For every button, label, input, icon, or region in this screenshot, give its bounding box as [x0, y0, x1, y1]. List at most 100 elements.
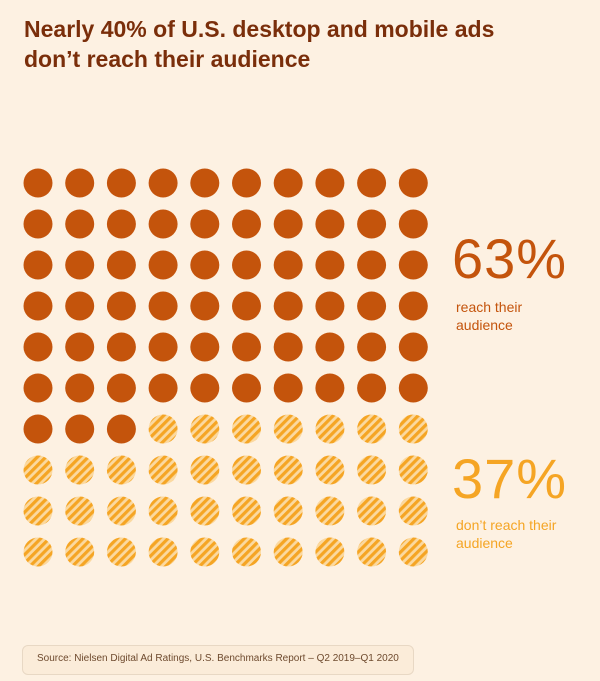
waffle-dot [23, 496, 53, 526]
waffle-dot [315, 332, 345, 362]
waffle-dot [398, 250, 428, 280]
waffle-dot [398, 373, 428, 403]
waffle-dot [23, 291, 53, 321]
category-label: reach their audience [456, 299, 523, 333]
waffle-dot [65, 209, 95, 239]
waffle-dot [232, 455, 261, 485]
waffle-dot [232, 414, 261, 444]
waffle-dot [398, 414, 428, 444]
category-label: don’t reach their audience [456, 517, 557, 551]
waffle-dot [273, 168, 303, 198]
waffle-dot [190, 455, 220, 485]
waffle-dot [65, 168, 95, 198]
waffle-dot [398, 291, 428, 321]
waffle-dot [232, 250, 261, 280]
waffle-dot [232, 537, 261, 567]
waffle-dot [232, 291, 261, 321]
waffle-dot [273, 496, 303, 526]
waffle-dot [315, 373, 345, 403]
waffle-dot [232, 209, 261, 239]
waffle-dot [315, 250, 345, 280]
chart-title: Nearly 40% of U.S. desktop and mobile ad… [24, 16, 495, 72]
waffle-dot [190, 250, 220, 280]
waffle-dot [106, 291, 136, 321]
waffle-dot [106, 496, 136, 526]
waffle-dot [23, 332, 53, 362]
waffle-dot [190, 496, 220, 526]
waffle-dot [190, 291, 220, 321]
waffle-dot [357, 537, 387, 567]
waffle-dot [398, 332, 428, 362]
source: Source: Nielsen Digital Ad Ratings, U.S.… [37, 653, 399, 664]
waffle-dot [148, 250, 178, 280]
waffle-dot [148, 455, 178, 485]
waffle-dot [106, 537, 136, 567]
waffle-dot [148, 291, 178, 321]
waffle-dot [23, 168, 53, 198]
waffle-dot [190, 209, 220, 239]
waffle-dot [65, 250, 95, 280]
waffle-dot [65, 373, 95, 403]
waffle-dot [65, 291, 95, 321]
waffle-dot [106, 332, 136, 362]
waffle-dot [315, 496, 345, 526]
waffle-dot [273, 332, 303, 362]
waffle-dot [357, 455, 387, 485]
waffle-dot [190, 537, 220, 567]
waffle-dot [232, 332, 261, 362]
waffle-dot [273, 455, 303, 485]
waffle-dot [148, 209, 178, 239]
waffle-dot [398, 455, 428, 485]
waffle-dot [106, 250, 136, 280]
waffle-grid [23, 168, 428, 567]
waffle-dot [65, 455, 95, 485]
waffle-dot [315, 291, 345, 321]
waffle-dot [315, 168, 345, 198]
waffle-dot [315, 537, 345, 567]
waffle-dot [398, 537, 428, 567]
waffle-dot [232, 373, 261, 403]
waffle-dot [148, 168, 178, 198]
waffle-dot [357, 209, 387, 239]
waffle-dot [23, 455, 53, 485]
waffle-dot [232, 496, 261, 526]
waffle-dot [190, 414, 220, 444]
waffle-dot [357, 332, 387, 362]
waffle-dot [106, 414, 136, 444]
waffle-dot [315, 455, 345, 485]
waffle-dot [315, 209, 345, 239]
waffle-dot [357, 168, 387, 198]
waffle-dot [357, 250, 387, 280]
waffle-dot [106, 373, 136, 403]
waffle-dot [148, 496, 178, 526]
waffle-dot [273, 250, 303, 280]
waffle-dot [273, 373, 303, 403]
waffle-dot [106, 168, 136, 198]
waffle-dot [398, 209, 428, 239]
waffle-dot [273, 291, 303, 321]
waffle-dot [190, 168, 220, 198]
waffle-dot [232, 168, 261, 198]
waffle-dot [65, 537, 95, 567]
waffle-dot [357, 414, 387, 444]
waffle-dot [148, 373, 178, 403]
waffle-dot [190, 373, 220, 403]
value-label: 37% [452, 447, 568, 510]
waffle-dot [23, 250, 53, 280]
waffle-dot [23, 414, 53, 444]
waffle-dot [106, 455, 136, 485]
waffle-dot [65, 496, 95, 526]
waffle-dot [273, 537, 303, 567]
waffle-dot [23, 537, 53, 567]
waffle-dot [357, 373, 387, 403]
waffle-dot [23, 209, 53, 239]
waffle-dot [315, 414, 345, 444]
waffle-dot [357, 496, 387, 526]
waffle-dot [273, 209, 303, 239]
waffle-dot [148, 332, 178, 362]
waffle-dot [148, 414, 178, 444]
value-label: 63% [452, 227, 568, 290]
waffle-dot [357, 291, 387, 321]
waffle-dot [23, 373, 53, 403]
